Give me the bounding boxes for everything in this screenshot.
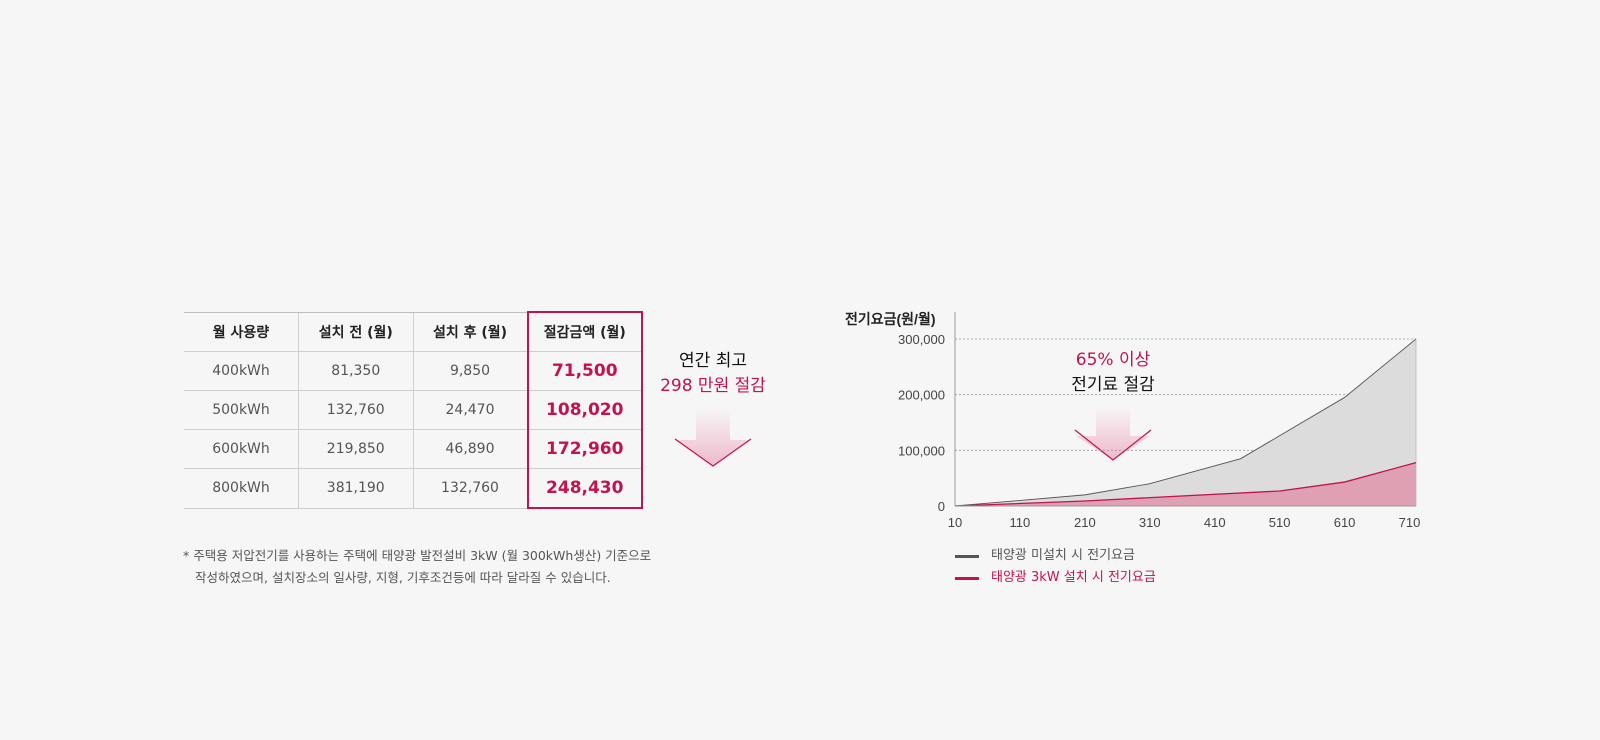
cell-savings: 172,960 (526, 429, 643, 469)
callout-line2: 298 만원 절감 (660, 376, 766, 396)
savings-table-section: 월 사용량 설치 전 (월) 설치 후 (월) 절감금액 (월) 400kWh … (184, 311, 643, 509)
table-row: 500kWh 132,760 24,470 108,020 (184, 390, 643, 430)
cell-after: 46,890 (412, 429, 528, 469)
table-header-row: 월 사용량 설치 전 (월) 설치 후 (월) 절감금액 (월) (184, 311, 643, 352)
electricity-bill-chart: 전기요금(원/월) 0 100,000 200,000 300,000 10 110 21… (845, 311, 1421, 530)
table-row: 400kWh 81,350 9,850 71,500 (184, 351, 643, 391)
cell-before: 219,850 (298, 429, 413, 469)
header-before: 설치 전 (월) (298, 311, 413, 352)
x-tick-label: 710 (1399, 515, 1421, 530)
cell-usage: 800kWh (184, 468, 299, 509)
annual-savings-callout: 연간 최고 298 만원 절감 (652, 349, 774, 399)
series-line-1 (954, 338, 1417, 507)
x-tick-label: 310 (1139, 515, 1161, 530)
y-tick-label: 100,000 (898, 443, 945, 458)
header-savings: 절감금액 (월) (526, 311, 643, 352)
series-area-1 (955, 339, 1416, 506)
percent-savings-callout: 65% 이상 전기료 절감 (1054, 348, 1172, 398)
footnote: * 주택용 저압전기를 사용하는 주택에 태양광 발전설비 3kW (월 300… (183, 548, 652, 585)
cell-usage: 600kWh (184, 429, 299, 469)
cell-usage: 500kWh (184, 390, 299, 430)
x-tick-label: 210 (1074, 515, 1096, 530)
header-after: 설치 후 (월) (412, 311, 528, 352)
series-line-2 (954, 461, 1417, 507)
cell-after: 24,470 (412, 390, 528, 430)
cell-after: 132,760 (412, 468, 528, 509)
down-arrow-icon (1074, 406, 1152, 461)
y-axis-label: 전기요금(원/월) (845, 311, 936, 327)
down-arrow-icon (674, 408, 752, 467)
cell-savings: 71,500 (526, 351, 643, 391)
callout-line1: 65% 이상 (1075, 350, 1151, 370)
y-tick-label: 200,000 (898, 388, 945, 403)
table-row: 600kWh 219,850 46,890 172,960 (184, 429, 643, 469)
legend-swatch-red (955, 576, 979, 580)
legend-item: 태양광 3kW 설치 시 전기요금 (955, 567, 1156, 589)
cell-after: 9,850 (412, 351, 528, 391)
series-area-2 (955, 462, 1416, 506)
cell-before: 381,190 (298, 468, 413, 509)
cell-before: 81,350 (298, 351, 413, 391)
table-row: 800kWh 381,190 132,760 248,430 (184, 468, 643, 509)
cell-before: 132,760 (298, 390, 413, 430)
x-tick-label: 610 (1334, 515, 1356, 530)
x-tick-label: 410 (1204, 515, 1226, 530)
y-tick-label: 300,000 (898, 332, 945, 347)
callout-line1: 연간 최고 (679, 351, 747, 371)
x-tick-label: 110 (1010, 515, 1031, 530)
header-usage: 월 사용량 (184, 311, 299, 352)
chart-legend: 태양광 미설치 시 전기요금 태양광 3kW 설치 시 전기요금 (955, 545, 1156, 589)
x-tick-label: 10 (948, 515, 962, 530)
y-tick-label: 0 (938, 499, 945, 514)
legend-item: 태양광 미설치 시 전기요금 (955, 545, 1156, 567)
legend-swatch-gray (955, 554, 979, 558)
x-tick-label: 510 (1269, 515, 1291, 530)
savings-table: 월 사용량 설치 전 (월) 설치 후 (월) 절감금액 (월) 400kWh … (184, 311, 643, 509)
legend-label: 태양광 미설치 시 전기요금 (991, 548, 1135, 563)
cell-usage: 400kWh (184, 351, 299, 391)
legend-label: 태양광 3kW 설치 시 전기요금 (991, 570, 1156, 585)
cell-savings: 108,020 (526, 390, 643, 430)
callout-line2: 전기료 절감 (1071, 375, 1155, 395)
cell-savings: 248,430 (526, 468, 643, 509)
